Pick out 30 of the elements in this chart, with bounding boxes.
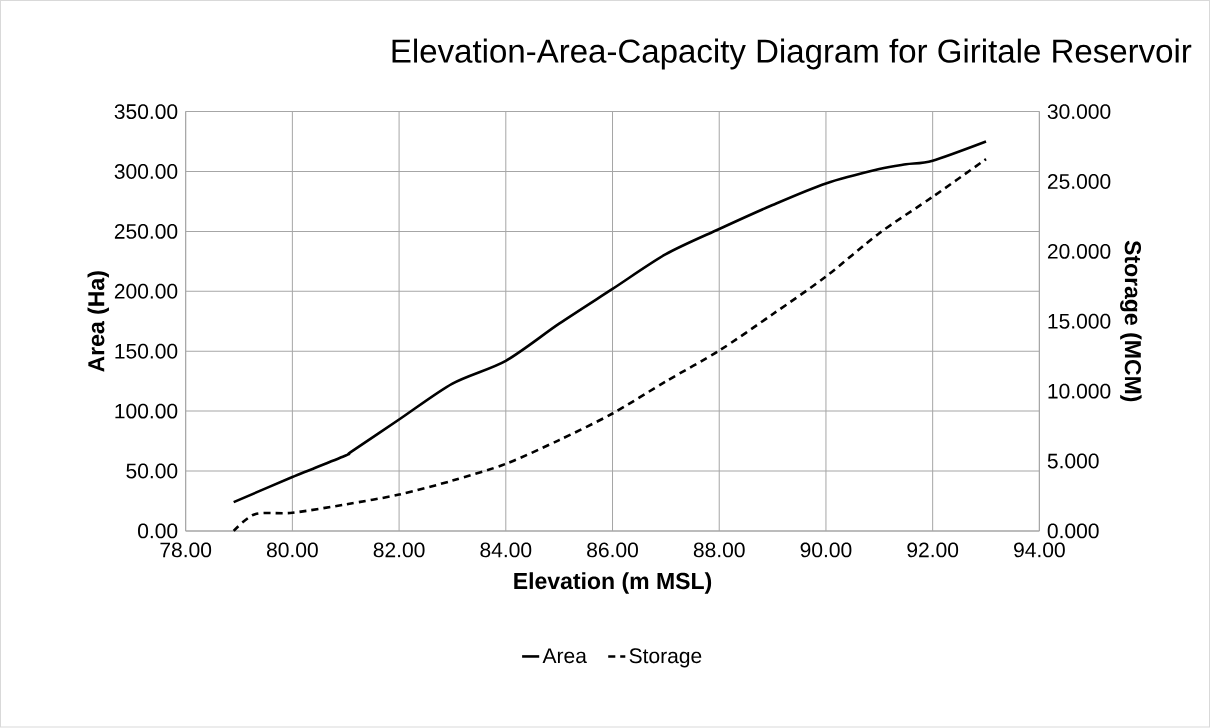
- y-tick-label: 50.00: [126, 463, 178, 479]
- y2-axis-title: Storage (MCM): [1120, 240, 1142, 402]
- y-tick-label: 350.00: [114, 104, 178, 120]
- y-tick-label: 250.00: [114, 224, 178, 240]
- y-tick-label: 0.00: [138, 523, 178, 539]
- y2-tick-label: 20.000: [1047, 244, 1111, 260]
- legend-label: Area: [542, 648, 587, 664]
- x-tick-label: 84.00: [480, 542, 532, 558]
- legend-label: Storage: [629, 648, 702, 668]
- y2-tick-label: 30.000: [1047, 104, 1111, 120]
- y2-tick-label: 0.000: [1047, 523, 1099, 539]
- x-axis-title: Elevation (m MSL): [514, 572, 712, 594]
- y2-tick-label: 5.000: [1047, 453, 1099, 469]
- x-tick-label: 78.00: [160, 542, 212, 558]
- x-tick-label: 92.00: [907, 542, 959, 558]
- x-tick-label: 88.00: [693, 542, 745, 558]
- x-tick-label: 86.00: [587, 542, 638, 558]
- y-tick-label: 300.00: [114, 164, 178, 180]
- y2-tick-label: 10.000: [1048, 383, 1111, 399]
- x-tick-label: 94.00: [1014, 542, 1065, 558]
- x-tick-label: 82.00: [373, 542, 425, 558]
- y-axis-title: Area (Ha): [87, 271, 109, 373]
- y-tick-label: 100.00: [115, 403, 178, 419]
- x-tick-label: 80.00: [266, 542, 318, 558]
- y-tick-label: 200.00: [114, 284, 178, 299]
- x-tick-label: 90.00: [800, 542, 852, 558]
- y-tick-label: 150.00: [115, 343, 178, 359]
- y2-tick-label: 25.000: [1047, 174, 1111, 190]
- chart-title: Elevation-Area-Capacity Diagram for Giritale Reservoir: [392, 38, 1192, 70]
- y2-tick-label: 15.000: [1048, 314, 1111, 329]
